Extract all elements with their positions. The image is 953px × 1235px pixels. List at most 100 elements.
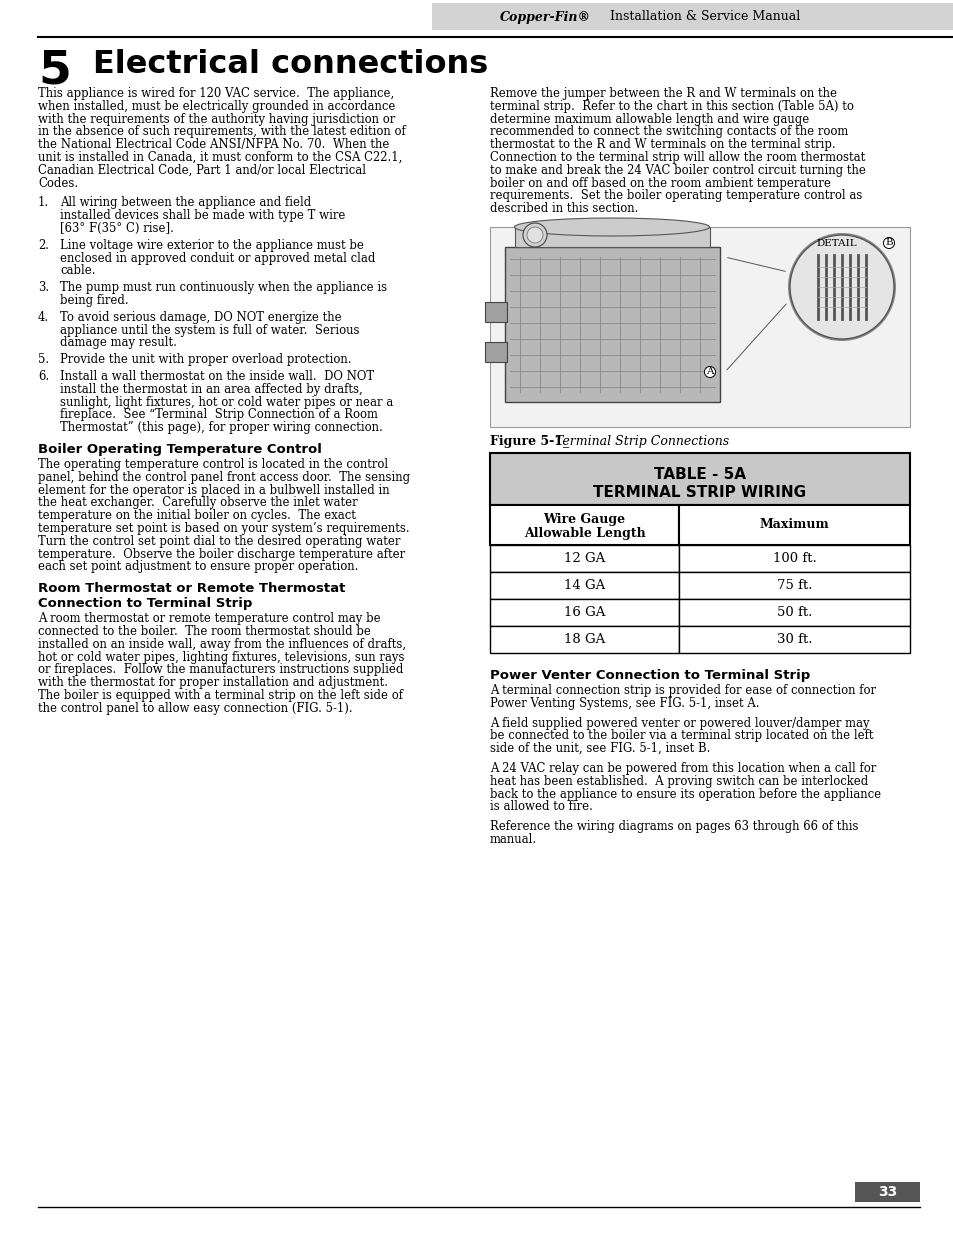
Text: 14 GA: 14 GA	[563, 579, 604, 592]
Text: sunlight, light fixtures, hot or cold water pipes or near a: sunlight, light fixtures, hot or cold wa…	[60, 395, 393, 409]
Bar	[490, 227, 909, 427]
Text: is allowed to fire.: is allowed to fire.	[490, 800, 592, 814]
Text: A: A	[705, 368, 713, 377]
Text: 12 GA: 12 GA	[563, 552, 604, 564]
Text: connected to the boiler.  The room thermostat should be: connected to the boiler. The room thermo…	[38, 625, 371, 638]
Text: Install a wall thermostat on the inside wall.  DO NOT: Install a wall thermostat on the inside …	[60, 370, 374, 383]
Bar	[515, 227, 709, 247]
Bar	[679, 626, 909, 653]
Text: 100 ft.: 100 ft.	[772, 552, 816, 564]
Text: terminal strip.  Refer to the chart in this section (Table 5A) to: terminal strip. Refer to the chart in th…	[490, 100, 853, 112]
Text: temperature on the initial boiler on cycles.  The exact: temperature on the initial boiler on cyc…	[38, 509, 355, 522]
Text: boiler on and off based on the room ambient temperature: boiler on and off based on the room ambi…	[490, 177, 830, 190]
Text: Codes.: Codes.	[38, 177, 78, 190]
Text: panel, behind the control panel front access door.  The sensing: panel, behind the control panel front ac…	[38, 471, 410, 484]
Text: 50 ft.: 50 ft.	[776, 606, 811, 619]
Ellipse shape	[514, 219, 709, 236]
Text: installed on an inside wall, away from the influences of drafts,: installed on an inside wall, away from t…	[38, 637, 406, 651]
Text: the National Electrical Code ANSI/NFPA No. 70.  When the: the National Electrical Code ANSI/NFPA N…	[38, 138, 389, 151]
Text: the control panel to allow easy connection (FIG. 5-1).: the control panel to allow easy connecti…	[38, 701, 353, 715]
Text: appliance until the system is full of water.  Serious: appliance until the system is full of wa…	[60, 324, 359, 337]
Text: 4.: 4.	[38, 311, 49, 324]
Text: heat has been established.  A proving switch can be interlocked: heat has been established. A proving swi…	[490, 774, 867, 788]
Text: Power Venting Systems, see FIG. 5-1, inset A.: Power Venting Systems, see FIG. 5-1, ins…	[490, 697, 759, 710]
Text: The operating temperature control is located in the control: The operating temperature control is loc…	[38, 458, 388, 471]
Text: Canadian Electrical Code, Part 1 and/or local Electrical: Canadian Electrical Code, Part 1 and/or …	[38, 164, 366, 177]
Text: Line voltage wire exterior to the appliance must be: Line voltage wire exterior to the applia…	[60, 238, 363, 252]
Text: Reference the wiring diagrams on pages 63 through 66 of this: Reference the wiring diagrams on pages 6…	[490, 820, 858, 834]
Text: Boiler Operating Temperature Control: Boiler Operating Temperature Control	[38, 443, 321, 456]
Bar	[432, 2, 953, 30]
Circle shape	[787, 233, 895, 341]
Text: A terminal connection strip is provided for ease of connection for: A terminal connection strip is provided …	[490, 684, 875, 697]
Text: fireplace.  See “Terminal  Strip Connection of a Room: fireplace. See “Terminal Strip Connectio…	[60, 409, 377, 421]
Text: each set point adjustment to ensure proper operation.: each set point adjustment to ensure prop…	[38, 561, 358, 573]
Text: enclosed in approved conduit or approved metal clad: enclosed in approved conduit or approved…	[60, 252, 375, 264]
Text: 6.: 6.	[38, 370, 49, 383]
Text: Wire Gauge: Wire Gauge	[543, 513, 625, 526]
Text: Figure 5-1_: Figure 5-1_	[490, 435, 569, 448]
Text: To avoid serious damage, DO NOT energize the: To avoid serious damage, DO NOT energize…	[60, 311, 341, 324]
Circle shape	[526, 227, 542, 243]
Text: thermostat to the R and W terminals on the terminal strip.: thermostat to the R and W terminals on t…	[490, 138, 835, 151]
Text: This appliance is wired for 120 VAC service.  The appliance,: This appliance is wired for 120 VAC serv…	[38, 86, 394, 100]
Text: Connection to Terminal Strip: Connection to Terminal Strip	[38, 598, 253, 610]
Text: TABLE - 5A: TABLE - 5A	[654, 467, 745, 482]
Text: temperature set point is based on your system’s requirements.: temperature set point is based on your s…	[38, 522, 409, 535]
Text: be connected to the boiler via a terminal strip located on the left: be connected to the boiler via a termina…	[490, 730, 873, 742]
Text: 3.: 3.	[38, 282, 49, 294]
Text: to make and break the 24 VAC boiler control circuit turning the: to make and break the 24 VAC boiler cont…	[490, 164, 865, 177]
Text: Maximum: Maximum	[759, 519, 828, 531]
Bar	[484, 342, 506, 362]
Text: Installation & Service Manual: Installation & Service Manual	[609, 11, 800, 23]
Text: The boiler is equipped with a terminal strip on the left side of: The boiler is equipped with a terminal s…	[38, 689, 402, 701]
Text: 75 ft.: 75 ft.	[776, 579, 811, 592]
Text: 5: 5	[38, 49, 71, 94]
Text: 30 ft.: 30 ft.	[776, 634, 811, 646]
Bar	[490, 505, 679, 545]
Text: Connection to the terminal strip will allow the room thermostat: Connection to the terminal strip will al…	[490, 151, 864, 164]
Text: side of the unit, see FIG. 5-1, inset B.: side of the unit, see FIG. 5-1, inset B.	[490, 742, 710, 755]
Text: Power Venter Connection to Terminal Strip: Power Venter Connection to Terminal Stri…	[490, 669, 809, 682]
Text: the heat exchanger.  Carefully observe the inlet water: the heat exchanger. Carefully observe th…	[38, 496, 357, 509]
Text: 16 GA: 16 GA	[563, 606, 604, 619]
Text: temperature.  Observe the boiler discharge temperature after: temperature. Observe the boiler discharg…	[38, 547, 405, 561]
Circle shape	[522, 224, 546, 247]
Text: TERMINAL STRIP WIRING: TERMINAL STRIP WIRING	[593, 485, 805, 500]
Text: element for the operator is placed in a bulbwell installed in: element for the operator is placed in a …	[38, 484, 389, 496]
Text: cable.: cable.	[60, 264, 95, 278]
Bar	[679, 505, 909, 545]
Text: manual.: manual.	[490, 832, 537, 846]
Text: when installed, must be electrically grounded in accordance: when installed, must be electrically gro…	[38, 100, 395, 112]
Text: The pump must run continuously when the appliance is: The pump must run continuously when the …	[60, 282, 387, 294]
Text: Room Thermostat or Remote Thermostat: Room Thermostat or Remote Thermostat	[38, 582, 345, 595]
Text: Copper-Fin®: Copper-Fin®	[499, 11, 590, 23]
Text: with the thermostat for proper installation and adjustment.: with the thermostat for proper installat…	[38, 677, 388, 689]
Text: installed devices shall be made with type T wire: installed devices shall be made with typ…	[60, 209, 345, 222]
Text: [63° F(35° C) rise].: [63° F(35° C) rise].	[60, 222, 173, 235]
Text: in the absence of such requirements, with the latest edition of: in the absence of such requirements, wit…	[38, 126, 405, 138]
Text: requirements.  Set the boiler operating temperature control as: requirements. Set the boiler operating t…	[490, 189, 862, 203]
Text: determine maximum allowable length and wire gauge: determine maximum allowable length and w…	[490, 112, 808, 126]
Text: 18 GA: 18 GA	[563, 634, 604, 646]
Text: Allowable Length: Allowable Length	[523, 527, 644, 540]
Bar	[679, 572, 909, 599]
Text: 33: 33	[878, 1186, 897, 1199]
Bar	[490, 572, 679, 599]
Text: damage may result.: damage may result.	[60, 336, 176, 350]
Text: 5.: 5.	[38, 353, 49, 367]
Text: Turn the control set point dial to the desired operating water: Turn the control set point dial to the d…	[38, 535, 400, 548]
Circle shape	[789, 235, 893, 338]
Text: or fireplaces.  Follow the manufacturers instructions supplied: or fireplaces. Follow the manufacturers …	[38, 663, 403, 677]
Bar	[490, 545, 679, 572]
Text: being fired.: being fired.	[60, 294, 129, 308]
Bar	[854, 1182, 919, 1202]
Text: 1.: 1.	[38, 196, 49, 210]
Text: A room thermostat or remote temperature control may be: A room thermostat or remote temperature …	[38, 613, 380, 625]
Text: with the requirements of the authority having jurisdiction or: with the requirements of the authority h…	[38, 112, 395, 126]
Text: described in this section.: described in this section.	[490, 203, 638, 215]
Bar	[490, 626, 679, 653]
Text: Thermostat” (this page), for proper wiring connection.: Thermostat” (this page), for proper wiri…	[60, 421, 382, 435]
Bar	[679, 545, 909, 572]
Text: All wiring between the appliance and field: All wiring between the appliance and fie…	[60, 196, 311, 210]
